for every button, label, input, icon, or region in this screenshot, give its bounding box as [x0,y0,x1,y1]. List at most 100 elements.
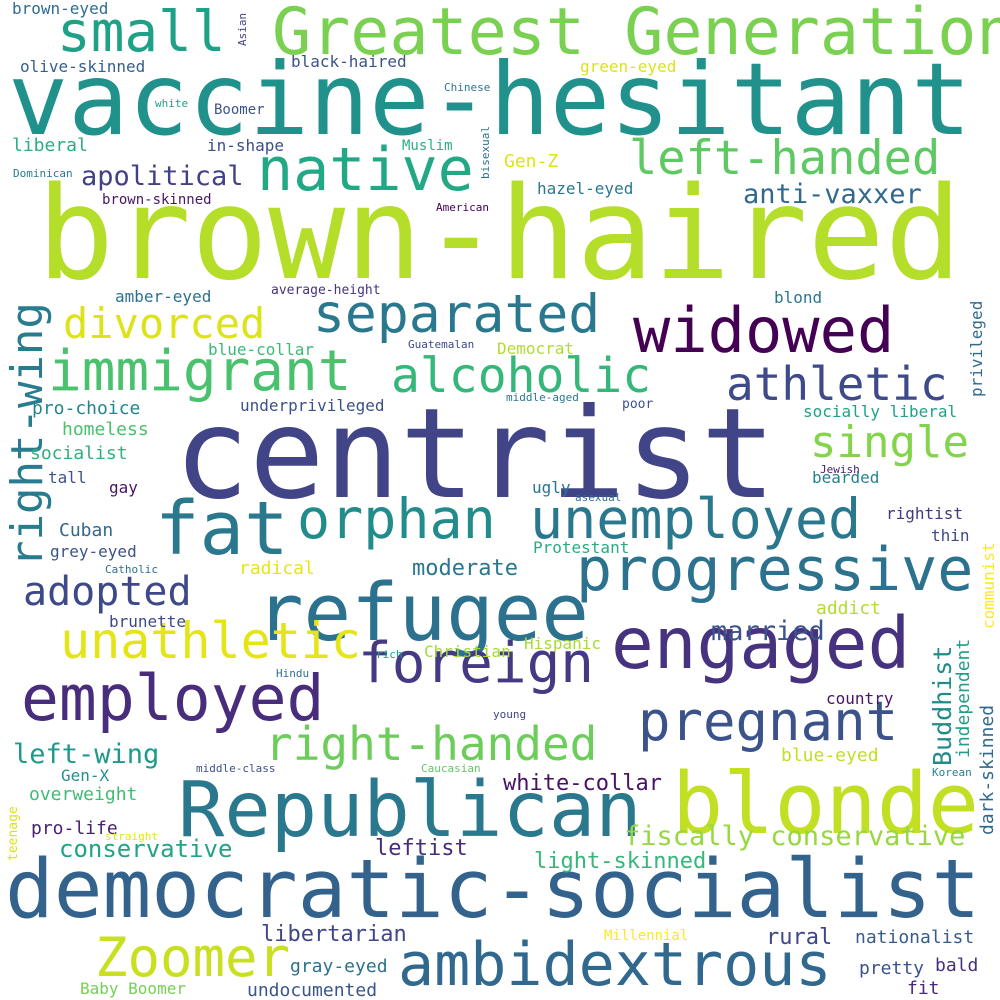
word-buddhist: Buddhist [928,645,957,766]
word-married: married [711,616,825,647]
word-socialist: socialist [30,443,128,464]
word-light-skinned: light-skinned [534,849,707,874]
word-average-height: average-height [271,283,381,298]
word-brown-haired: brown-haired [37,160,962,309]
word-adopted: adopted [23,569,192,615]
word-small: small [57,0,226,65]
word-conservative: conservative [59,835,233,863]
word-cuban: Cuban [59,520,114,541]
word-thin: thin [931,526,970,545]
word-engaged: engaged [611,602,911,685]
word-progressive: progressive [576,535,974,605]
word-hazel-eyed: hazel-eyed [537,179,634,198]
word-chinese: Chinese [444,81,491,94]
word-guatemalan: Guatemalan [408,338,475,351]
word-rural: rural [766,925,833,950]
word-middle-aged: middle-aged [506,391,579,404]
word-brunette: brunette [109,612,187,631]
word-ugly: ugly [532,478,571,497]
word-olive-skinned: olive-skinned [20,57,146,76]
word-white-collar: white-collar [503,771,662,796]
word-addict: addict [816,598,882,619]
word-liberal: liberal [12,135,88,156]
word-protestant: Protestant [533,538,630,557]
word-poor: poor [622,397,654,412]
word-white: white [155,97,189,110]
word-republican: Republican [178,766,642,855]
word-left-wing: left-wing [13,739,160,770]
word-millennial: Millennial [604,928,689,944]
word-american: American [436,201,489,214]
word-blond: blond [774,288,823,307]
word-korean: Korean [932,766,972,779]
word-hindu: Hindu [276,667,310,680]
word-privileged: privileged [967,300,986,397]
word-employed: employed [21,662,325,735]
word-communist: communist [979,542,998,629]
word-rightist: rightist [886,504,964,523]
word-greatest-generation: Greatest Generation [272,0,1000,70]
word-teenage: teenage [6,806,21,861]
word-straight: straight [105,830,158,843]
word-hispanic: Hispanic [524,634,602,653]
word-country: country [826,689,894,708]
word-dark-skinned: dark-skinned [977,704,998,835]
word-blue-collar: blue-collar [208,340,314,359]
word-undocumented: undocumented [247,980,378,1000]
word-fat: fat [155,486,289,572]
word-brown-skinned: brown-skinned [102,192,212,208]
word-alcoholic: alcoholic [391,348,652,404]
word-pro-choice: pro-choice [32,398,141,419]
word-foreign: foreign [358,631,595,696]
word-unemployed: unemployed [530,487,862,551]
word-grey-eyed: grey-eyed [50,542,137,561]
word-asian: Asian [236,12,249,46]
word-amber-eyed: amber-eyed [115,287,212,306]
word-orphan: orphan [297,487,496,551]
word-democrat: Democrat [497,339,575,358]
word-underprivileged: underprivileged [240,396,385,415]
word-socially-liberal: socially liberal [803,402,958,421]
word-centrist: centrist [174,382,777,527]
word-brown-eyed: brown-eyed [12,0,109,18]
word-middle-class: middle-class [196,762,276,775]
word-christian: Christian [424,642,511,661]
word-jewish: Jewish [820,463,860,476]
word-blue-eyed: blue-eyed [781,745,879,766]
word-bisexual: bisexual [479,126,492,179]
word-dominican: Dominican [13,167,73,180]
word-libertarian: libertarian [261,922,407,947]
word-pro-life: pro-life [31,818,118,839]
word-vaccine-hesitant: vaccine-hesitant [8,41,972,158]
word-pretty: pretty [859,958,925,979]
word-native: native [257,135,474,205]
word-muslim: Muslim [402,138,453,154]
word-young: young [493,708,527,721]
word-fit: fit [907,978,940,999]
word-gen-z: Gen-Z [504,151,559,172]
word-right-handed: right-handed [265,717,598,771]
word-separated: separated [313,284,601,345]
word-right-wing: right-wing [2,302,53,567]
word-catholic: Catholic [105,563,158,576]
word-rich: rich [376,648,403,661]
word-in-shape: in-shape [207,136,285,155]
word-single: single [810,417,969,468]
word-left-handed: left-handed [629,131,941,186]
word-gay: gay [109,478,138,497]
word-athletic: athletic [726,357,948,411]
word-homeless: homeless [62,419,149,440]
word-blonde: blonde [672,755,980,854]
word-zoomer: Zoomer [95,926,291,989]
word-asexual: asexual [575,491,622,504]
word-unathletic: unathletic [60,612,362,670]
word-boomer: Boomer [214,102,265,118]
word-green-eyed: green-eyed [580,57,677,76]
word-gen-x: Gen-X [61,766,110,785]
word-overweight: overweight [29,784,138,805]
word-immigrant: immigrant [48,339,352,404]
word-black-haired: black-haired [291,52,407,71]
word-bald: bald [935,955,979,976]
word-anti-vaxxer: anti-vaxxer [743,179,922,210]
